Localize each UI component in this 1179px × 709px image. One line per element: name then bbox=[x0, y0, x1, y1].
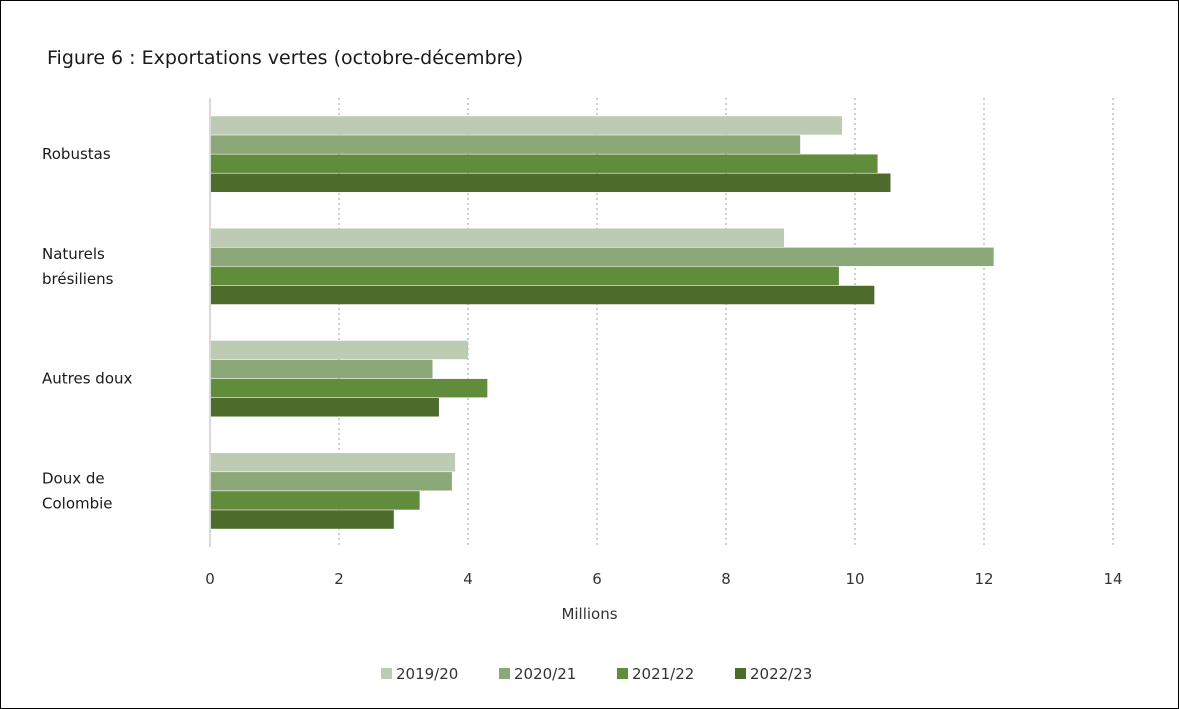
bar bbox=[211, 135, 801, 154]
legend-swatch bbox=[499, 668, 510, 679]
bar bbox=[211, 266, 839, 286]
category-label: Robustas bbox=[42, 145, 111, 163]
bar bbox=[211, 359, 433, 379]
x-axis-title: Millions bbox=[561, 605, 617, 623]
bar bbox=[211, 247, 994, 267]
x-tick-label: 12 bbox=[974, 570, 993, 588]
bar bbox=[211, 116, 843, 135]
bar bbox=[211, 510, 394, 529]
x-tick-label: 4 bbox=[463, 570, 473, 588]
x-tick-label: 14 bbox=[1103, 570, 1122, 588]
bar bbox=[211, 452, 456, 472]
category-label: Autres doux bbox=[42, 370, 133, 388]
category-label: Naturels bbox=[42, 245, 105, 263]
legend-label: 2022/23 bbox=[750, 665, 812, 683]
bar bbox=[211, 472, 452, 491]
category-label: brésiliens bbox=[42, 270, 114, 288]
x-tick-label: 0 bbox=[205, 570, 215, 588]
category-label: Colombie bbox=[42, 494, 113, 512]
bar bbox=[211, 340, 468, 360]
bar bbox=[211, 285, 875, 305]
bar bbox=[211, 398, 439, 417]
legend-label: 2020/21 bbox=[514, 665, 576, 683]
legend-swatch bbox=[381, 668, 392, 679]
bar bbox=[211, 378, 488, 398]
legend-swatch bbox=[735, 668, 746, 679]
chart-title: Figure 6 : Exportations vertes (octobre-… bbox=[47, 47, 524, 69]
bar bbox=[211, 154, 878, 173]
bar bbox=[211, 173, 891, 193]
x-tick-label: 6 bbox=[592, 570, 602, 588]
x-tick-label: 8 bbox=[721, 570, 731, 588]
legend-swatch bbox=[617, 668, 628, 679]
bar bbox=[211, 228, 785, 247]
bar bbox=[211, 491, 420, 510]
x-tick-label: 2 bbox=[334, 570, 344, 588]
category-label: Doux de bbox=[42, 469, 105, 487]
legend-label: 2021/22 bbox=[632, 665, 694, 683]
legend-label: 2019/20 bbox=[396, 665, 458, 683]
x-tick-label: 10 bbox=[845, 570, 864, 588]
